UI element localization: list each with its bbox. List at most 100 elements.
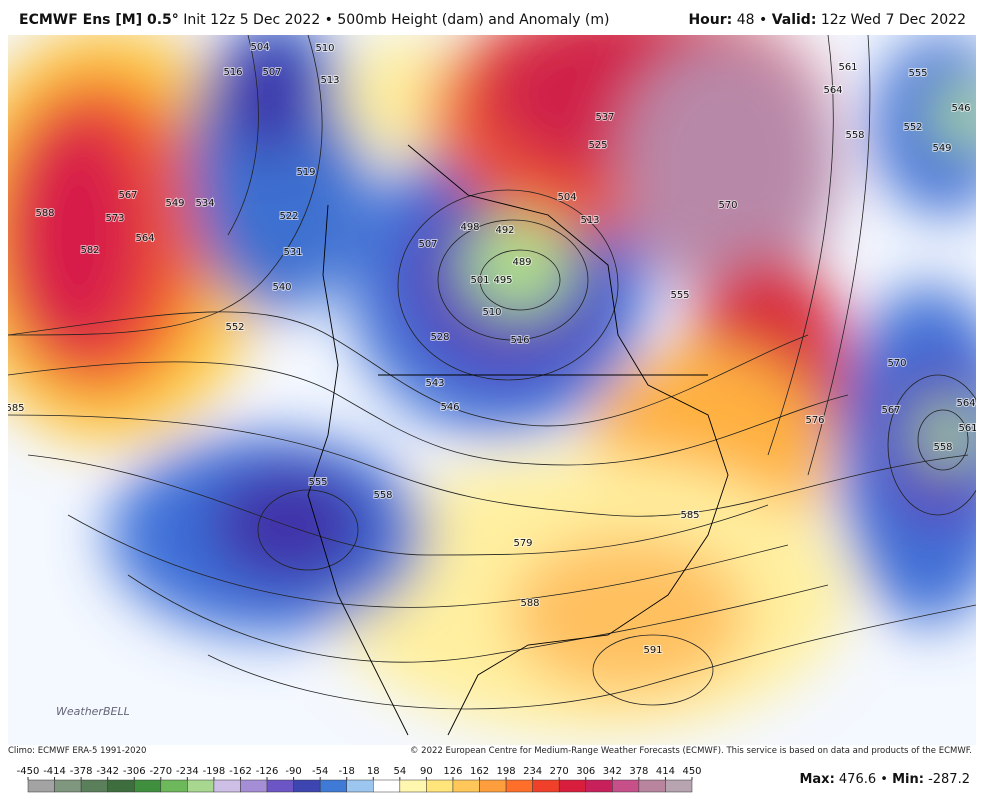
contour-label: 513 xyxy=(580,215,599,226)
contour-label: 558 xyxy=(373,490,392,501)
colorbar-label: -198 xyxy=(203,766,226,777)
colorbar-label: -414 xyxy=(43,766,66,777)
colorbar-label: -126 xyxy=(256,766,279,777)
contour-label: 507 xyxy=(262,67,281,78)
hour: 48 • xyxy=(736,12,768,28)
contour-label: 558 xyxy=(933,442,952,453)
colorbar-swatch xyxy=(27,779,55,793)
colorbar: -450 -414 -378 -342 -306 -270 -234 -198 -162 -126… xyxy=(17,766,702,793)
min-label: Min: xyxy=(892,772,924,787)
contour-label: 546 xyxy=(951,103,970,114)
contour-label: 516 xyxy=(510,335,529,346)
anomaly-field xyxy=(8,35,976,745)
contour-label: 576 xyxy=(805,415,824,426)
contour-label: 555 xyxy=(908,68,927,79)
colorbar-label: -18 xyxy=(339,766,355,777)
colorbar-label: 90 xyxy=(420,766,433,777)
copyright: © 2022 European Centre for Medium-Range … xyxy=(409,746,972,756)
colorbar-label: 126 xyxy=(443,766,462,777)
contour-label: 513 xyxy=(320,75,339,86)
colorbar-label: -342 xyxy=(96,766,119,777)
contour-label: 537 xyxy=(595,112,614,123)
contour-label: 543 xyxy=(425,378,444,389)
contour-label: 564 xyxy=(135,233,154,244)
max: 476.6 • xyxy=(838,772,888,787)
colorbar-label: 198 xyxy=(497,766,516,777)
contour-label: 501 xyxy=(470,275,489,286)
colorbar-swatch xyxy=(399,779,427,793)
contour-label: 564 xyxy=(823,85,842,96)
contour-label: 531 xyxy=(283,247,302,258)
contour-label: 555 xyxy=(308,477,327,488)
contour-label: 492 xyxy=(495,225,514,236)
colorbar-label: -450 xyxy=(17,766,40,777)
climo-note: Climo: ECMWF ERA-5 1991-2020 xyxy=(8,746,147,756)
contour-label: 495 xyxy=(493,275,512,286)
contour-label: 567 xyxy=(881,405,900,416)
contour-label: 534 xyxy=(195,198,214,209)
contour-label: 552 xyxy=(225,322,244,333)
colorbar-swatch xyxy=(505,779,533,793)
contour-label: 564 xyxy=(956,398,975,409)
colorbar-swatch xyxy=(107,779,135,793)
contour-label: 546 xyxy=(440,402,459,413)
colorbar-swatch xyxy=(479,779,507,793)
header-right: Hour: 48 • Valid: 12z Wed 7 Dec 2022 xyxy=(688,12,966,28)
contour-label: 570 xyxy=(887,358,906,369)
contour-label: 561 xyxy=(838,62,857,73)
contour-label: 573 xyxy=(105,213,124,224)
colorbar-label: -270 xyxy=(149,766,172,777)
colorbar-swatch xyxy=(133,779,162,793)
contour-label: 540 xyxy=(272,282,291,293)
colorbar-label: -162 xyxy=(229,766,252,777)
height-contours xyxy=(8,35,976,710)
colorbar-label: 54 xyxy=(393,766,406,777)
colorbar-swatch xyxy=(240,779,268,793)
contour-label: 552 xyxy=(903,122,922,133)
contour-label: 561 xyxy=(958,423,976,434)
contour-label: 549 xyxy=(932,143,951,154)
colorbar-swatch xyxy=(160,779,188,793)
valid: 12z Wed 7 Dec 2022 xyxy=(820,12,966,28)
header-left: ECMWF Ens [M] 0.5° Init 12z 5 Dec 2022 •… xyxy=(19,12,610,28)
colorbar-label: 162 xyxy=(470,766,489,777)
contour-label: 585 xyxy=(8,403,25,414)
valid-label: Valid: xyxy=(771,12,817,28)
run-info: Init 12z 5 Dec 2022 • 500mb Height (dam)… xyxy=(183,12,610,28)
colorbar-swatch xyxy=(638,779,666,793)
colorbar-swatch xyxy=(558,779,587,793)
contour-label: 528 xyxy=(430,332,449,343)
colorbar-swatch xyxy=(54,779,82,793)
contour-label: 510 xyxy=(482,307,501,318)
hour-label: Hour: xyxy=(688,12,733,28)
contour-label: 579 xyxy=(513,538,532,549)
contour-label: 588 xyxy=(35,208,54,219)
contour-label: 591 xyxy=(643,645,662,656)
colorbar-swatch xyxy=(213,779,241,793)
contour-label: 516 xyxy=(223,67,242,78)
contour-label: 519 xyxy=(296,167,315,178)
contour-label: 549 xyxy=(165,198,184,209)
colorbar-label: 378 xyxy=(629,766,648,777)
logo: WeatherBELL xyxy=(56,705,130,718)
colorbar-swatch xyxy=(319,779,347,793)
colorbar-swatch xyxy=(426,779,454,793)
contour-label: 507 xyxy=(418,239,437,250)
contour-label: 498 xyxy=(460,222,479,233)
colorbar-swatch xyxy=(266,779,294,793)
contour-label: 585 xyxy=(680,510,699,521)
contour-label: 504 xyxy=(557,192,576,203)
min: -287.2 xyxy=(928,772,970,787)
colorbar-label: 306 xyxy=(576,766,595,777)
contour-label: 489 xyxy=(512,257,531,268)
colorbar-label: 270 xyxy=(550,766,569,777)
colorbar-label: -306 xyxy=(123,766,146,777)
colorbar-swatch xyxy=(346,779,374,793)
colorbar-label: -378 xyxy=(70,766,93,777)
contour-label: 525 xyxy=(588,140,607,151)
max-label: Max: xyxy=(799,772,835,787)
contour-label: 582 xyxy=(80,245,99,256)
contour-label: 570 xyxy=(718,200,737,211)
colorbar-label: 414 xyxy=(656,766,675,777)
